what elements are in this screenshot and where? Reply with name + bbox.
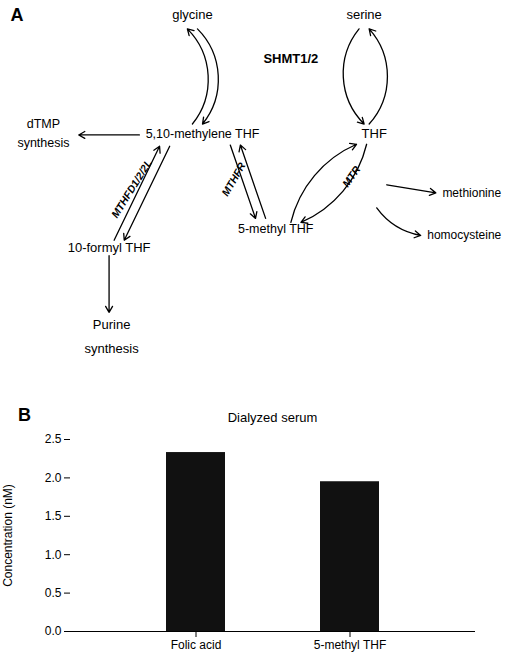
svg-text:Folic acid: Folic acid xyxy=(171,638,222,652)
svg-text:synthesis: synthesis xyxy=(17,136,69,150)
svg-text:2.0: 2.0 xyxy=(45,471,62,485)
svg-text:Purine: Purine xyxy=(93,317,131,332)
svg-text:A: A xyxy=(11,5,24,25)
svg-text:MTHFD1/2/2L: MTHFD1/2/2L xyxy=(109,157,154,220)
svg-text:Concentration (nM): Concentration (nM) xyxy=(1,484,15,587)
svg-text:0.5: 0.5 xyxy=(45,586,62,600)
svg-text:5,10-methylene THF: 5,10-methylene THF xyxy=(146,127,260,141)
svg-text:serine: serine xyxy=(346,7,381,22)
svg-text:THF: THF xyxy=(362,126,387,141)
html-text:Dialyzed serum: Dialyzed serum xyxy=(227,410,318,425)
svg-text:methionine: methionine xyxy=(442,186,501,200)
svg-text:2.5: 2.5 xyxy=(45,432,62,446)
svg-text:homocysteine: homocysteine xyxy=(427,228,501,242)
svg-text:0.0: 0.0 xyxy=(45,624,62,638)
svg-text:dTMP: dTMP xyxy=(27,117,60,131)
svg-text:1.5: 1.5 xyxy=(45,509,62,523)
svg-text:5-methyl THF: 5-methyl THF xyxy=(314,638,386,652)
svg-text:synthesis: synthesis xyxy=(84,341,139,356)
svg-text:MTHFR: MTHFR xyxy=(219,160,248,198)
html-text:B: B xyxy=(18,405,31,425)
svg-text:SHMT1/2: SHMT1/2 xyxy=(263,51,318,66)
svg-text:MTR: MTR xyxy=(340,163,363,189)
svg-text:glycine: glycine xyxy=(172,7,212,22)
svg-text:5-methyl THF: 5-methyl THF xyxy=(238,222,314,236)
svg-text:1.0: 1.0 xyxy=(45,548,62,562)
svg-text:10-formyl THF: 10-formyl THF xyxy=(68,240,151,255)
